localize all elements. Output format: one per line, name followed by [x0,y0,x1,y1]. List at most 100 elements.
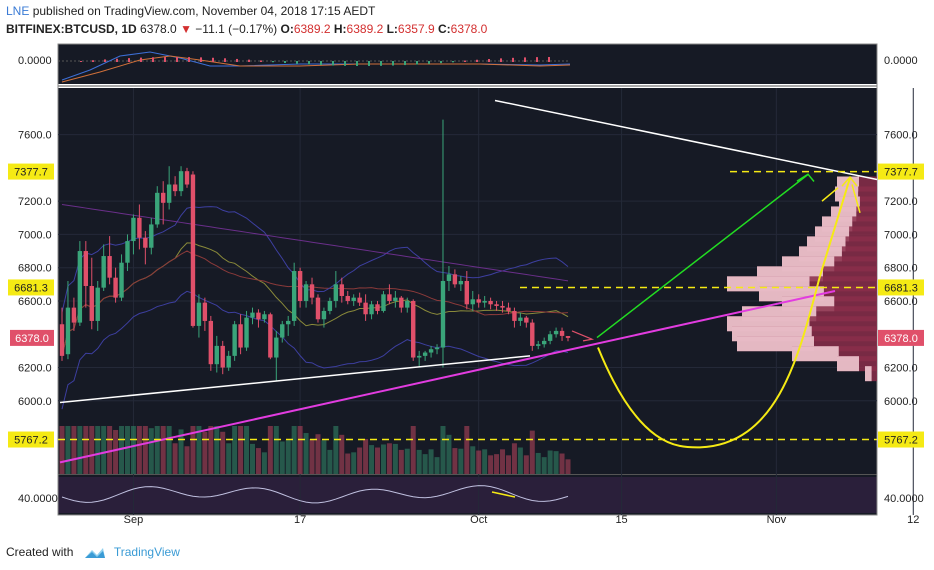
candle-body [214,345,219,365]
volume-bar [232,426,238,474]
candle-body [530,322,535,346]
volume-bar [309,439,315,474]
publisher-name[interactable]: LNE [6,4,30,18]
y-tick-label-right: 7000.0 [884,229,918,241]
volume-bar [428,449,434,474]
y-tick-label-right: 6800.0 [884,263,918,275]
y-tick-label-left: 7600.0 [18,130,52,142]
candle-body [434,347,440,350]
level-label-right: 7377.7 [884,167,918,179]
x-tick-label: 15 [615,514,627,526]
volume-bar [345,453,351,474]
macd-histogram-bar [128,58,130,62]
macd-histogram-bar [176,57,178,62]
volume-bar [500,449,506,474]
volume-bar [541,457,547,474]
candle-body [280,324,285,338]
volume-bar [107,426,113,474]
volume-bar [410,426,416,474]
y-tick-label-left: 7000.0 [18,229,52,241]
volume-bar [565,459,571,474]
ma-200-line [61,203,569,282]
volume-bar [190,426,196,474]
y-tick-label-left: 6000.0 [18,396,52,408]
candle-body [363,302,368,315]
low-label: L: [386,22,398,36]
volume-bar [386,443,392,474]
x-tick-label: 17 [294,514,306,526]
last-price: 6378.0 [140,22,177,36]
volume-bar [482,449,488,474]
candle-body [506,307,511,311]
candle-body [476,299,481,303]
macd-histogram-bar [140,57,142,62]
tradingview-brand[interactable]: TradingView [113,545,180,559]
volume-bar [83,426,89,474]
candle-body [268,314,273,358]
price-chart[interactable]: 7600.0 7600.0 7200.0 7200.0 7000.0 7000.0 6800… [0,42,934,532]
x-tick-label: Nov [767,514,787,526]
volume-bar [113,429,119,474]
y-tick-label-left: 6600.0 [18,296,52,308]
red-arrow [571,330,595,342]
macd-histogram-bar [356,61,358,66]
volume-bar [559,453,565,474]
candle-body [309,284,315,298]
volume-bar [422,454,428,474]
volume-bar [71,426,77,474]
y-tick-label-right: 7200.0 [884,196,918,208]
price-label-right-box [878,329,924,346]
volume-bar [452,448,458,474]
volume-bar [220,431,226,474]
candle-body [65,307,71,355]
y-tick-label-right: 7600.0 [884,130,918,142]
macd-histogram-bar [188,57,190,62]
volume-bar [124,426,130,474]
level-label-right-box [878,431,924,448]
candle-body [333,284,339,301]
candle-body [137,217,142,238]
macd-histogram-bar [284,61,286,64]
volume-bar [511,443,517,474]
candle-body [553,330,559,335]
candle-body [518,317,523,321]
close-value: 6378.0 [450,22,488,36]
candle-body [357,297,362,303]
macd-histogram-bar [260,60,262,62]
candle-body [143,237,148,248]
candle-body [226,355,231,368]
tradingview-logo-icon[interactable] [83,546,107,560]
candle-body [202,302,208,321]
volume-bar [77,426,83,474]
chart-area[interactable]: 7600.0 7600.0 7200.0 7200.0 7000.0 7000.0 6800… [0,42,934,532]
candle-body [536,344,541,346]
macd-histogram-bar [476,59,478,62]
candle-body [422,352,428,356]
candle-body [131,217,136,242]
macd-histogram-bar [392,61,394,66]
macd-histogram-bar [236,58,238,62]
symbol-label: BITFINEX:BTCUSD, 1D [6,22,137,36]
volume-bar [357,447,363,474]
volume-profile-bar-up [792,346,839,362]
volume-bar [416,449,422,474]
level-label-right-box [878,279,924,296]
rsi-annotation [491,491,516,498]
volume-bar [505,455,511,474]
volume-bar [488,455,494,474]
volume-bar [369,445,375,474]
volume-bar [202,431,208,474]
level-label-right: 6681.3 [884,282,918,294]
macd-histogram-bar [332,61,334,66]
candle-body [83,251,89,286]
volume-bar [178,429,184,474]
macd-histogram-bar [548,57,550,62]
x-tick-label: Sep [124,514,144,526]
macd-histogram-bar [104,59,106,62]
candle-body [125,241,130,263]
macd-histogram-bar [308,61,310,65]
candle-body [464,281,469,305]
candle-body [220,345,225,368]
macd-histogram-bar [248,59,250,62]
volume-bar [184,446,190,474]
